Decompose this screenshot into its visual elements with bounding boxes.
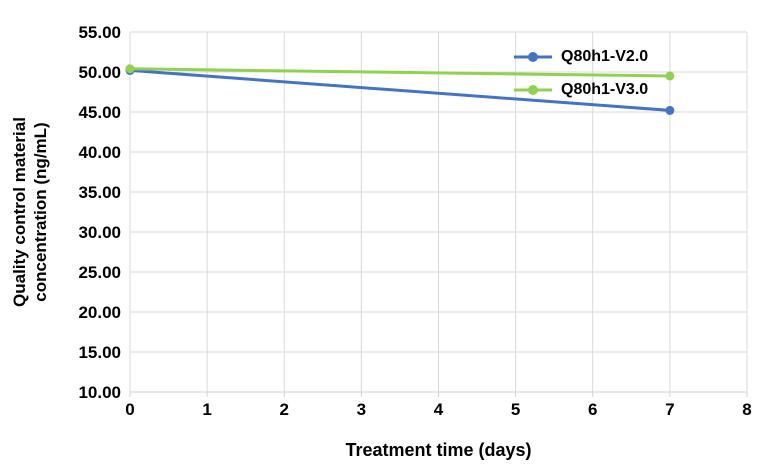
x-tick-label: 4 xyxy=(434,400,444,419)
y-tick-label: 20.00 xyxy=(78,303,121,322)
x-tick-label: 6 xyxy=(588,400,597,419)
x-tick-label: 5 xyxy=(511,400,520,419)
y-tick-label: 45.00 xyxy=(78,103,121,122)
legend: Q80h1-V2.0 Q80h1-V3.0 xyxy=(514,46,648,112)
legend-line-marker-icon xyxy=(514,52,552,62)
y-tick-label: 40.00 xyxy=(78,143,121,162)
series-line xyxy=(128,68,672,112)
y-tick-label: 50.00 xyxy=(78,63,121,82)
legend-item: Q80h1-V2.0 xyxy=(514,46,648,68)
y-axis-title-line1: Quality control material xyxy=(10,117,29,307)
y-axis-title: Quality control material concentration (… xyxy=(9,22,51,402)
x-tick-label: 8 xyxy=(742,400,751,419)
legend-label: Q80h1-V3.0 xyxy=(561,81,649,98)
data-point-marker xyxy=(665,71,675,81)
legend-line-marker-icon xyxy=(514,85,552,95)
y-tick-label: 15.00 xyxy=(78,343,121,362)
legend-item: Q80h1-V3.0 xyxy=(514,79,648,101)
x-tick-label: 2 xyxy=(280,400,289,419)
y-tick-label: 55.00 xyxy=(78,23,121,42)
y-tick-label: 35.00 xyxy=(78,183,121,202)
y-tick-label: 10.00 xyxy=(78,383,121,402)
series-line xyxy=(128,67,672,78)
data-point-marker xyxy=(125,64,135,74)
legend-label: Q80h1-V2.0 xyxy=(561,48,649,65)
y-tick-label: 25.00 xyxy=(78,263,121,282)
x-tick-label: 3 xyxy=(357,400,366,419)
x-tick-label: 0 xyxy=(125,400,134,419)
y-tick-label: 30.00 xyxy=(78,223,121,242)
data-point-marker xyxy=(665,105,675,115)
y-axis-title-line2: concentration (ng/mL) xyxy=(31,122,50,302)
x-tick-label: 7 xyxy=(665,400,674,419)
x-axis-title: Treatment time (days) xyxy=(345,440,532,460)
x-tick-label: 1 xyxy=(202,400,211,419)
